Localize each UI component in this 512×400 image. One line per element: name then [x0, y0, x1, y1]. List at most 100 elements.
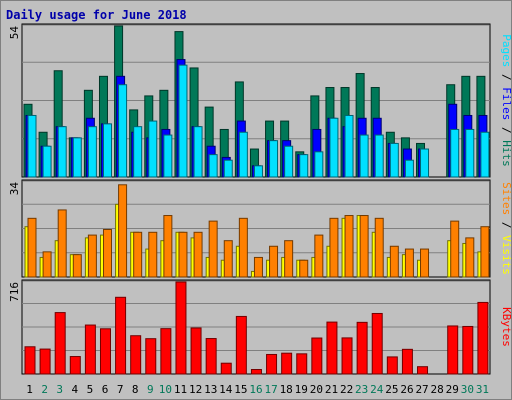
bar-kbytes-day-31 — [477, 301, 489, 375]
bar-pages-day-3 — [57, 126, 67, 178]
bar-kbytes-day-15 — [235, 315, 247, 375]
legend-sites: Sites — [500, 182, 512, 215]
bar-pages-day-25 — [389, 142, 399, 178]
x-tick-day-22: 22 — [340, 383, 353, 396]
x-tick-day-24: 24 — [370, 383, 384, 396]
bar-pages-day-12 — [193, 126, 203, 178]
bar-kbytes-day-23 — [356, 321, 368, 375]
x-tick-day-25: 25 — [385, 383, 398, 396]
bar-sites-day-25 — [389, 245, 399, 278]
x-tick-day-7: 7 — [117, 383, 124, 396]
bar-kbytes-day-16 — [250, 369, 262, 375]
bar-sites-day-17 — [269, 245, 279, 278]
bar-sites-day-21 — [329, 217, 339, 278]
bar-pages-day-18 — [284, 145, 294, 178]
bar-kbytes-day-22 — [341, 337, 353, 375]
x-tick-day-3: 3 — [56, 383, 63, 396]
bar-pages-day-5 — [87, 126, 97, 178]
x-tick-day-8: 8 — [132, 383, 139, 396]
y-max-label: 54 — [8, 26, 21, 40]
bar-kbytes-day-21 — [326, 321, 338, 375]
bar-pages-day-15 — [238, 131, 248, 178]
bar-sites-day-5 — [87, 234, 97, 278]
bar-pages-day-26 — [404, 159, 414, 178]
bar-kbytes-day-19 — [296, 353, 308, 375]
bar-kbytes-day-9 — [145, 338, 157, 375]
bar-kbytes-day-25 — [386, 356, 398, 375]
bar-kbytes-day-3 — [54, 312, 66, 375]
x-tick-day-12: 12 — [189, 383, 202, 396]
bar-sites-day-15 — [238, 217, 248, 278]
x-tick-day-23: 23 — [355, 383, 368, 396]
legend-hits: Hits — [500, 140, 512, 167]
bar-kbytes-day-5 — [84, 324, 96, 375]
x-tick-day-5: 5 — [87, 383, 94, 396]
bar-pages-day-1 — [27, 114, 37, 178]
bar-kbytes-day-17 — [266, 353, 278, 375]
x-tick-day-16: 16 — [249, 383, 262, 396]
bar-sites-day-3 — [57, 209, 67, 278]
bar-pages-day-8 — [133, 126, 143, 178]
x-tick-day-30: 30 — [461, 383, 474, 396]
bar-pages-day-6 — [102, 123, 112, 178]
bar-kbytes-day-6 — [99, 328, 111, 375]
legend-files: Files — [500, 87, 512, 120]
x-tick-day-17: 17 — [264, 383, 277, 396]
bar-sites-day-6 — [102, 229, 112, 278]
x-tick-day-2: 2 — [41, 383, 48, 396]
bar-kbytes-day-2 — [39, 348, 51, 375]
bar-sites-day-23 — [359, 215, 369, 278]
bar-pages-day-17 — [269, 140, 279, 178]
bar-pages-day-4 — [72, 137, 82, 178]
y-max-label: 34 — [8, 182, 21, 196]
bar-sites-day-12 — [193, 231, 203, 278]
bar-sites-day-24 — [374, 217, 384, 278]
x-tick-day-1: 1 — [26, 383, 33, 396]
bar-sites-day-27 — [420, 248, 430, 278]
bar-pages-day-19 — [299, 154, 309, 178]
bar-sites-day-16 — [253, 256, 263, 278]
bar-sites-day-8 — [133, 231, 143, 278]
bar-kbytes-day-7 — [115, 296, 127, 375]
bar-sites-day-11 — [178, 231, 188, 278]
bar-pages-day-27 — [420, 148, 430, 178]
y-max-label: 716 — [8, 282, 21, 302]
bar-pages-day-14 — [223, 159, 233, 178]
bar-kbytes-day-14 — [220, 362, 232, 375]
legend-pages: Pages — [500, 34, 512, 67]
x-tick-day-19: 19 — [295, 383, 308, 396]
bar-sites-day-29 — [450, 220, 460, 278]
bar-pages-day-31 — [480, 131, 490, 178]
bar-pages-day-11 — [178, 64, 188, 178]
bar-sites-day-19 — [299, 259, 309, 278]
bar-kbytes-day-30 — [462, 325, 474, 375]
bar-pages-day-7 — [118, 84, 128, 178]
x-tick-day-14: 14 — [219, 383, 233, 396]
bar-sites-day-13 — [208, 220, 218, 278]
bar-sites-day-31 — [480, 226, 490, 278]
x-tick-day-4: 4 — [72, 383, 79, 396]
bar-sites-day-2 — [42, 251, 52, 278]
bar-sites-day-18 — [284, 240, 294, 278]
bar-sites-day-14 — [223, 240, 233, 278]
bar-kbytes-day-20 — [311, 337, 323, 375]
bar-pages-day-13 — [208, 154, 218, 178]
bar-kbytes-day-29 — [447, 325, 459, 375]
bar-kbytes-day-8 — [130, 335, 142, 375]
bar-sites-day-7 — [118, 184, 128, 278]
x-tick-day-10: 10 — [159, 383, 172, 396]
bar-kbytes-day-11 — [175, 281, 187, 375]
x-tick-day-26: 26 — [400, 383, 413, 396]
x-tick-day-21: 21 — [325, 383, 338, 396]
bar-sites-day-22 — [344, 215, 354, 278]
bar-pages-day-9 — [148, 120, 158, 178]
x-tick-day-11: 11 — [174, 383, 187, 396]
x-tick-day-15: 15 — [234, 383, 247, 396]
bar-kbytes-day-4 — [69, 356, 81, 375]
x-tick-day-31: 31 — [476, 383, 489, 396]
bar-pages-day-21 — [329, 117, 339, 178]
bar-sites-day-26 — [404, 248, 414, 278]
bar-sites-day-10 — [163, 215, 173, 278]
x-tick-day-6: 6 — [102, 383, 109, 396]
bar-sites-day-9 — [148, 231, 158, 278]
